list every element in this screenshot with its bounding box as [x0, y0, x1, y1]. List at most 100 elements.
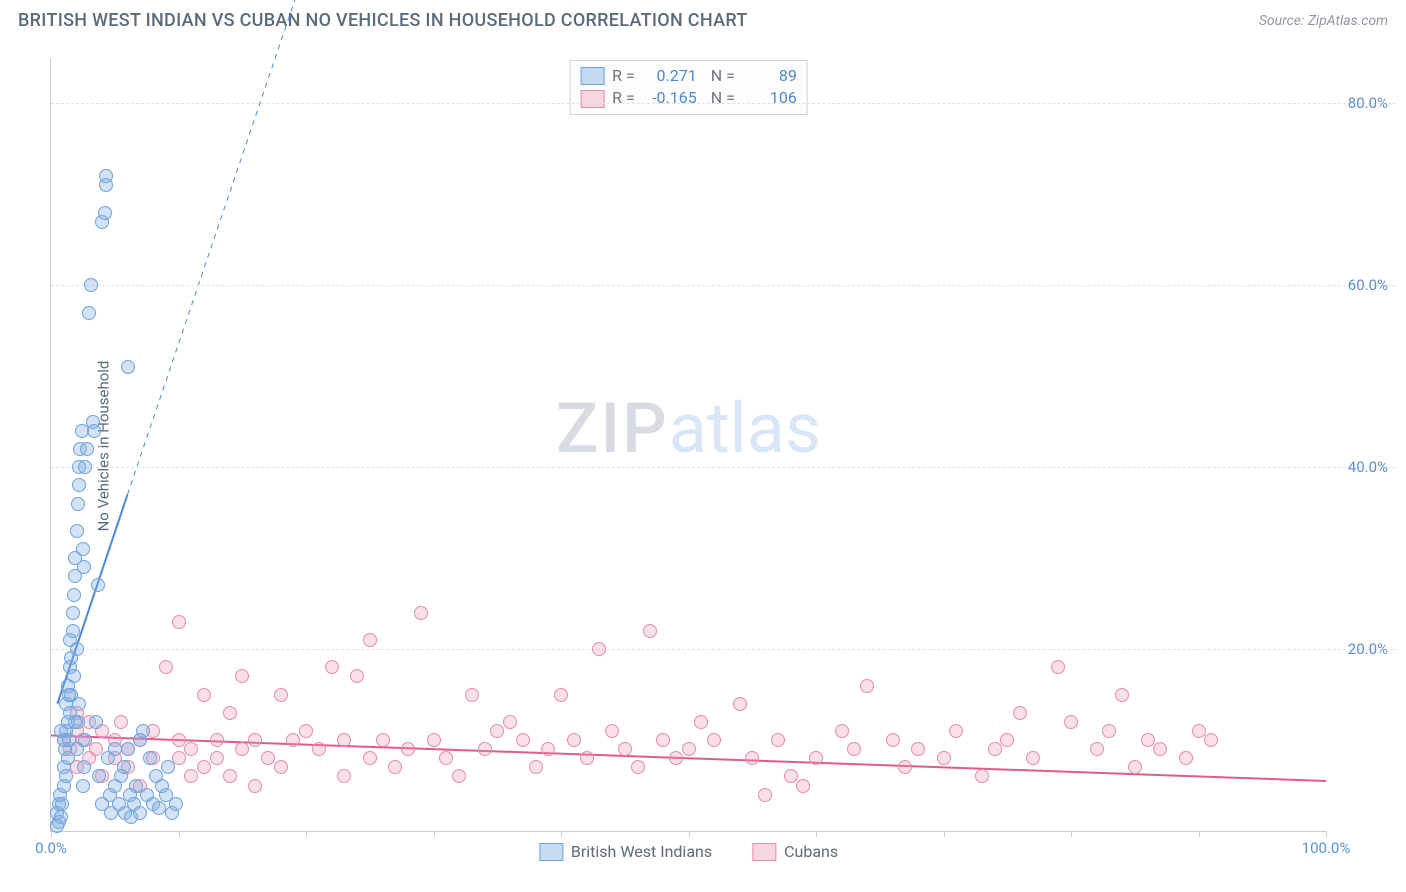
- stat-n-value: 89: [743, 65, 797, 87]
- x-tick: [1326, 831, 1327, 837]
- data-point-pink: [235, 669, 249, 683]
- y-tick-label: 40.0%: [1348, 458, 1388, 476]
- legend-item: Cubans: [752, 842, 838, 861]
- data-point-pink: [1090, 742, 1104, 756]
- data-point-pink: [1179, 751, 1193, 765]
- chart-title: BRITISH WEST INDIAN VS CUBAN NO VEHICLES…: [18, 10, 748, 31]
- data-point-pink: [248, 779, 262, 793]
- data-point-blue: [99, 169, 113, 183]
- trend-line: [128, 0, 307, 495]
- x-tick-label: 0.0%: [35, 839, 67, 857]
- data-point-pink: [184, 742, 198, 756]
- data-point-pink: [172, 615, 186, 629]
- data-point-blue: [67, 669, 81, 683]
- data-point-pink: [376, 733, 390, 747]
- data-point-pink: [159, 660, 173, 674]
- data-point-pink: [223, 769, 237, 783]
- data-point-pink: [1141, 733, 1155, 747]
- data-point-blue: [169, 797, 183, 811]
- data-point-blue: [91, 578, 105, 592]
- data-point-pink: [1051, 660, 1065, 674]
- data-point-pink: [223, 706, 237, 720]
- legend-swatch: [752, 843, 776, 861]
- data-point-pink: [363, 751, 377, 765]
- data-point-blue: [70, 642, 84, 656]
- data-point-pink: [235, 742, 249, 756]
- data-point-pink: [1000, 733, 1014, 747]
- data-point-pink: [605, 724, 619, 738]
- data-point-pink: [567, 733, 581, 747]
- stat-r-label: R =: [612, 87, 635, 109]
- data-point-pink: [274, 688, 288, 702]
- data-point-blue: [71, 497, 85, 511]
- data-point-pink: [210, 733, 224, 747]
- data-point-pink: [1204, 733, 1218, 747]
- x-tick: [434, 831, 435, 837]
- data-point-pink: [1153, 742, 1167, 756]
- stat-r-label: R =: [612, 65, 635, 87]
- data-point-pink: [707, 733, 721, 747]
- data-point-pink: [949, 724, 963, 738]
- stat-n-label: N =: [711, 65, 735, 87]
- x-tick: [179, 831, 180, 837]
- x-tick: [561, 831, 562, 837]
- data-point-pink: [286, 733, 300, 747]
- data-point-pink: [809, 751, 823, 765]
- data-point-blue: [89, 715, 103, 729]
- data-point-pink: [439, 751, 453, 765]
- data-point-pink: [325, 660, 339, 674]
- legend-swatch: [539, 843, 563, 861]
- data-point-pink: [427, 733, 441, 747]
- data-point-pink: [516, 733, 530, 747]
- stats-row: R =0.271N =89: [580, 65, 797, 87]
- data-point-blue: [55, 797, 69, 811]
- chart-header: BRITISH WEST INDIAN VS CUBAN NO VEHICLES…: [0, 0, 1406, 37]
- data-point-pink: [835, 724, 849, 738]
- data-point-pink: [465, 688, 479, 702]
- data-point-pink: [1064, 715, 1078, 729]
- gridline: [51, 467, 1396, 468]
- legend-label: British West Indians: [571, 842, 712, 861]
- data-point-pink: [1026, 751, 1040, 765]
- data-point-pink: [643, 624, 657, 638]
- data-point-pink: [1115, 688, 1129, 702]
- stat-r-value: -0.165: [643, 87, 697, 109]
- data-point-pink: [1128, 760, 1142, 774]
- data-point-pink: [847, 742, 861, 756]
- plot-svg: [51, 58, 1326, 831]
- data-point-pink: [796, 779, 810, 793]
- gridline: [51, 649, 1396, 650]
- y-tick-label: 80.0%: [1348, 94, 1388, 112]
- data-point-pink: [554, 688, 568, 702]
- stat-n-value: 106: [743, 87, 797, 109]
- data-point-pink: [274, 760, 288, 774]
- legend-item: British West Indians: [539, 842, 712, 861]
- data-point-blue: [84, 278, 98, 292]
- y-tick-label: 20.0%: [1348, 640, 1388, 658]
- x-tick: [1071, 831, 1072, 837]
- gridline: [51, 285, 1396, 286]
- data-point-blue: [92, 769, 106, 783]
- data-point-pink: [1102, 724, 1116, 738]
- data-point-blue: [72, 697, 86, 711]
- data-point-pink: [350, 669, 364, 683]
- data-point-blue: [70, 524, 84, 538]
- data-point-pink: [337, 769, 351, 783]
- data-point-blue: [78, 733, 92, 747]
- data-point-blue: [50, 819, 64, 833]
- data-point-pink: [197, 688, 211, 702]
- data-point-pink: [248, 733, 262, 747]
- data-point-pink: [261, 751, 275, 765]
- y-tick-label: 60.0%: [1348, 276, 1388, 294]
- data-point-pink: [1192, 724, 1206, 738]
- x-tick-label: 100.0%: [1302, 839, 1351, 857]
- scatter-chart: ZIPatlas R =0.271N =89R =-0.165N =106 Br…: [50, 58, 1326, 832]
- data-point-blue: [68, 715, 82, 729]
- data-point-pink: [184, 769, 198, 783]
- data-point-pink: [114, 715, 128, 729]
- data-point-pink: [911, 742, 925, 756]
- data-point-blue: [117, 760, 131, 774]
- data-point-pink: [988, 742, 1002, 756]
- data-point-blue: [57, 733, 71, 747]
- data-point-pink: [503, 715, 517, 729]
